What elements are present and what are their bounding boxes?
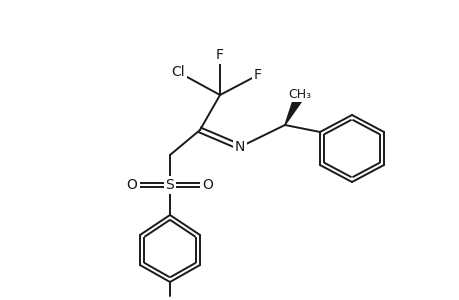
Text: S: S — [165, 178, 174, 192]
Text: CH₃: CH₃ — [288, 88, 311, 100]
Text: F: F — [253, 68, 262, 82]
Text: Cl: Cl — [171, 65, 185, 79]
Text: O: O — [126, 178, 137, 192]
Text: O: O — [202, 178, 213, 192]
Polygon shape — [285, 93, 304, 125]
Text: F: F — [216, 48, 224, 62]
Text: N: N — [234, 140, 245, 154]
